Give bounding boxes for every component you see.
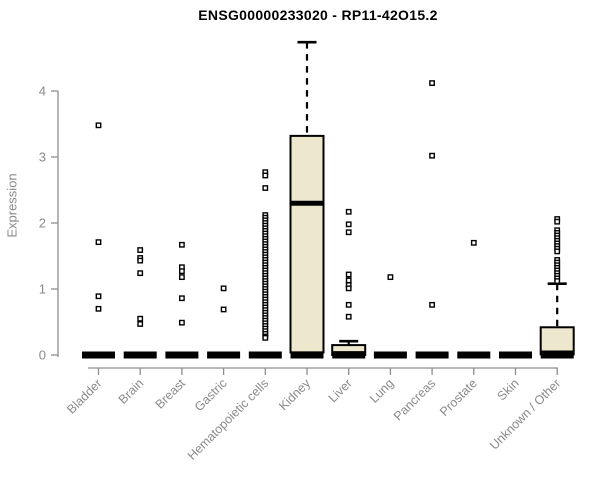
outlier-point bbox=[137, 270, 144, 277]
collapsed-box bbox=[165, 351, 199, 359]
outlier-point bbox=[137, 257, 144, 264]
outlier-point bbox=[345, 229, 352, 236]
x-tick-label: Brain bbox=[116, 376, 147, 407]
x-tick-label: Gastric bbox=[192, 376, 230, 414]
outlier-point bbox=[345, 221, 352, 228]
outlier-point bbox=[95, 239, 102, 246]
y-tick-label: 2 bbox=[39, 216, 46, 231]
outlier-point bbox=[387, 274, 394, 281]
outlier-point bbox=[345, 313, 352, 320]
collapsed-box bbox=[82, 351, 115, 359]
outlier-point bbox=[137, 315, 144, 322]
x-tick-label: Kidney bbox=[276, 376, 313, 413]
outlier-point bbox=[178, 268, 185, 275]
outlier-point bbox=[429, 152, 435, 159]
x-tick-label: Skin bbox=[495, 376, 522, 403]
outlier-point bbox=[345, 271, 352, 278]
collapsed-box bbox=[123, 351, 157, 359]
outlier-point bbox=[429, 80, 435, 86]
collapsed-box bbox=[207, 351, 241, 359]
outlier-point bbox=[345, 285, 352, 292]
x-tick-label: Pancreas bbox=[391, 376, 438, 423]
outlier-point bbox=[262, 185, 269, 191]
chart-title: ENSG00000233020 - RP11-42O15.2 bbox=[198, 7, 438, 23]
outlier-point bbox=[262, 334, 269, 341]
outlier-point bbox=[178, 295, 185, 302]
outlier-point bbox=[554, 278, 561, 284]
y-tick-label: 3 bbox=[39, 150, 46, 165]
x-tick-label: Prostate bbox=[437, 376, 480, 419]
y-tick-label: 4 bbox=[39, 84, 46, 99]
outlier-point bbox=[345, 301, 352, 308]
x-tick-label: Bladder bbox=[64, 376, 104, 416]
outlier-point bbox=[345, 208, 352, 215]
outlier-point bbox=[95, 122, 102, 129]
outlier-point bbox=[554, 218, 561, 225]
outlier-point bbox=[137, 321, 144, 327]
collapsed-box bbox=[248, 351, 282, 359]
x-tick-label: Hematopoietic cells bbox=[185, 376, 272, 463]
outlier-point bbox=[429, 301, 435, 308]
box bbox=[289, 134, 325, 354]
outlier-point bbox=[470, 239, 477, 246]
collapsed-box bbox=[457, 351, 491, 359]
outlier-point bbox=[220, 285, 227, 292]
outlier-point bbox=[95, 293, 102, 300]
collapsed-box bbox=[415, 351, 449, 359]
outlier-point bbox=[345, 277, 352, 284]
outlier-point bbox=[220, 306, 227, 313]
outlier-point bbox=[178, 241, 185, 248]
x-tick-label: Breast bbox=[153, 376, 189, 412]
box-bottom-bar bbox=[290, 351, 324, 359]
outlier-point bbox=[137, 247, 144, 253]
collapsed-box bbox=[373, 351, 407, 359]
x-tick-label: Lung bbox=[367, 376, 397, 406]
box bbox=[539, 326, 575, 356]
x-tick-label: Liver bbox=[326, 376, 355, 405]
y-tick-label: 0 bbox=[39, 348, 46, 363]
outlier-point bbox=[178, 319, 185, 326]
collapsed-box bbox=[499, 351, 532, 359]
outlier-point bbox=[554, 248, 561, 255]
x-tick-label: Unknown / Other bbox=[487, 376, 563, 452]
outlier-point bbox=[95, 305, 102, 312]
outlier-point bbox=[178, 274, 185, 281]
y-tick-label: 1 bbox=[39, 282, 46, 297]
outlier-point bbox=[262, 172, 269, 179]
